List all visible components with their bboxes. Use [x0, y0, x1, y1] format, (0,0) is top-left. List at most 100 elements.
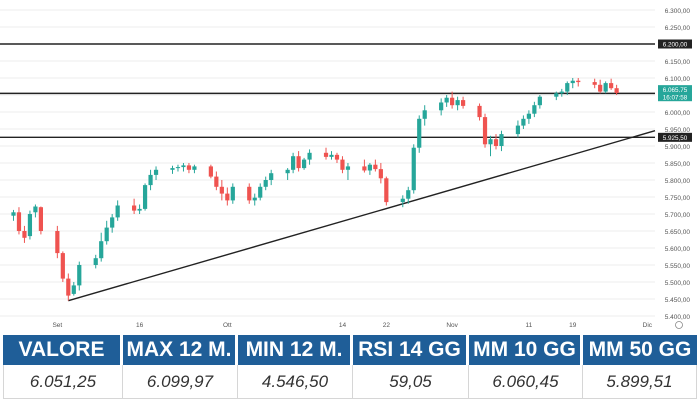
candle-body [482, 117, 488, 145]
candle [192, 164, 197, 174]
y-tick-label: 5.650,00 [665, 229, 691, 236]
candle-body [27, 214, 33, 237]
trendline [68, 130, 656, 302]
candle-body [439, 102, 444, 111]
candle-body [247, 186, 252, 201]
candle-body [559, 91, 564, 94]
stats-header-mm10: MM 10 GG [469, 335, 583, 365]
x-tick-label: Dic [643, 322, 653, 329]
x-tick-label: 14 [339, 322, 347, 329]
candle-body [444, 97, 449, 103]
stats-value-mm50: 5.899,51 [583, 365, 697, 399]
candle [384, 176, 389, 206]
candle-body [38, 207, 43, 231]
candle-body [477, 105, 482, 118]
stats-value-rsi: 59,05 [353, 365, 469, 399]
candle [482, 113, 488, 148]
candle [148, 169, 153, 191]
y-tick-label: 6.100,00 [665, 76, 691, 83]
candle [60, 251, 65, 282]
candle-body [345, 166, 351, 170]
horizontal-lines [0, 43, 655, 139]
candle-body [417, 118, 422, 148]
candle-body [362, 166, 367, 171]
candle [33, 204, 38, 218]
candle-body [99, 241, 104, 259]
candle [609, 78, 614, 90]
candle [598, 79, 603, 94]
candle [11, 209, 16, 221]
candle [554, 91, 559, 101]
candle [27, 210, 33, 240]
current-price-label: 16:07:58 [663, 94, 688, 101]
candle-body [340, 159, 345, 170]
candle-body [170, 168, 175, 170]
candle [367, 163, 372, 175]
candle-body [263, 180, 268, 187]
candle-body [384, 178, 389, 203]
candle-body [334, 154, 340, 160]
stats-value-valore: 6.051,25 [3, 365, 123, 399]
candle [214, 171, 219, 191]
candle [263, 176, 268, 191]
candle-body [208, 166, 213, 177]
candle-body [219, 186, 224, 194]
candle-body [422, 110, 427, 119]
candle [526, 110, 531, 124]
candle-body [406, 190, 411, 199]
candle-body [104, 227, 109, 242]
candle [521, 115, 526, 129]
candle-body [137, 208, 142, 211]
candle-body [411, 147, 416, 191]
y-tick-label: 5.900,00 [665, 144, 691, 151]
candle-body [225, 193, 230, 201]
stats-value-row: 6.051,25 6.099,97 4.546,50 59,05 6.060,4… [3, 365, 697, 399]
candle-body [614, 88, 619, 93]
candle [137, 204, 142, 214]
candle-body [22, 231, 27, 238]
candle [345, 163, 351, 180]
candle [400, 195, 405, 208]
candle [603, 81, 608, 94]
x-tick-label: Nov [446, 322, 458, 329]
candle-body [576, 80, 581, 83]
stats-header-mm50: MM 50 GG [583, 335, 697, 365]
candle [99, 232, 104, 262]
candle [532, 101, 537, 118]
candle [291, 152, 296, 174]
candle [307, 149, 312, 165]
candle [323, 147, 329, 160]
candle-body [192, 166, 197, 170]
level-price-tag [658, 132, 692, 142]
candle-body [367, 164, 372, 171]
candle-body [11, 212, 16, 216]
candle [329, 151, 334, 160]
candle-body [537, 96, 542, 106]
candle-body [230, 186, 235, 201]
candle-body [71, 285, 76, 294]
y-axis: 6.300,00 6.250,00 6.200,00 6.150,00 6.100,00… [665, 8, 691, 321]
candle-body [521, 118, 526, 126]
candle [493, 134, 499, 150]
settings-icon [675, 321, 683, 329]
candle [592, 78, 597, 89]
y-tick-label: 6.150,00 [665, 59, 691, 66]
candles [11, 78, 619, 301]
candle-body [66, 278, 71, 296]
candle [499, 130, 504, 152]
candle [340, 156, 345, 174]
candle-body [214, 176, 219, 187]
candlestick-chart: 6.300,00 6.250,00 6.200,00 6.150,00 6.100,00… [0, 8, 692, 329]
x-tick-label: 22 [383, 322, 391, 329]
candle-body [296, 156, 301, 169]
candle [38, 206, 43, 235]
candle-body [400, 198, 405, 203]
candle [208, 164, 213, 179]
level-price-label: 6.200,00 [663, 42, 688, 49]
candle-body [142, 185, 148, 209]
y-tick-label: 5.950,00 [665, 127, 691, 134]
candle-body [115, 205, 120, 218]
candle-body [77, 265, 82, 286]
candle-body [258, 186, 263, 198]
